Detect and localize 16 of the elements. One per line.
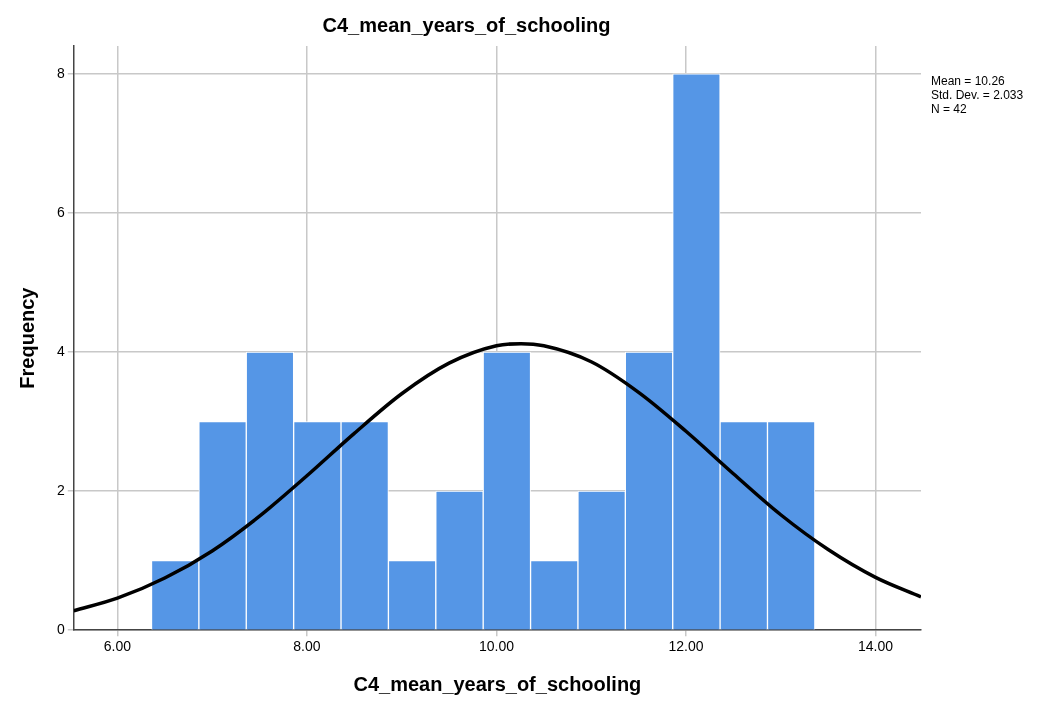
x-tick-label: 10.00 [478, 638, 515, 655]
x-tick-label: 6.00 [103, 638, 132, 655]
y-tick-label: 0 [56, 621, 65, 638]
text: Std. Dev. = 2.033 [931, 88, 1024, 103]
y-tick-label: 2 [56, 481, 65, 498]
chart-title: C4_mean_years_of_schooling [322, 13, 611, 36]
y-tick-label: 8 [56, 64, 65, 81]
x-tick-label: 8.00 [293, 638, 321, 655]
x-tick-label: 12.00 [668, 638, 704, 655]
y-tick-label: 4 [56, 342, 65, 359]
text: Mean = 10.26 [931, 74, 1006, 89]
x-axis-title: C4_mean_years_of_schooling [353, 672, 642, 695]
y-tick-label: 6 [56, 203, 65, 220]
text: N = 42 [931, 102, 968, 117]
x-tick-label: 14.00 [857, 638, 894, 655]
y-axis-title: Frequency [15, 286, 38, 389]
